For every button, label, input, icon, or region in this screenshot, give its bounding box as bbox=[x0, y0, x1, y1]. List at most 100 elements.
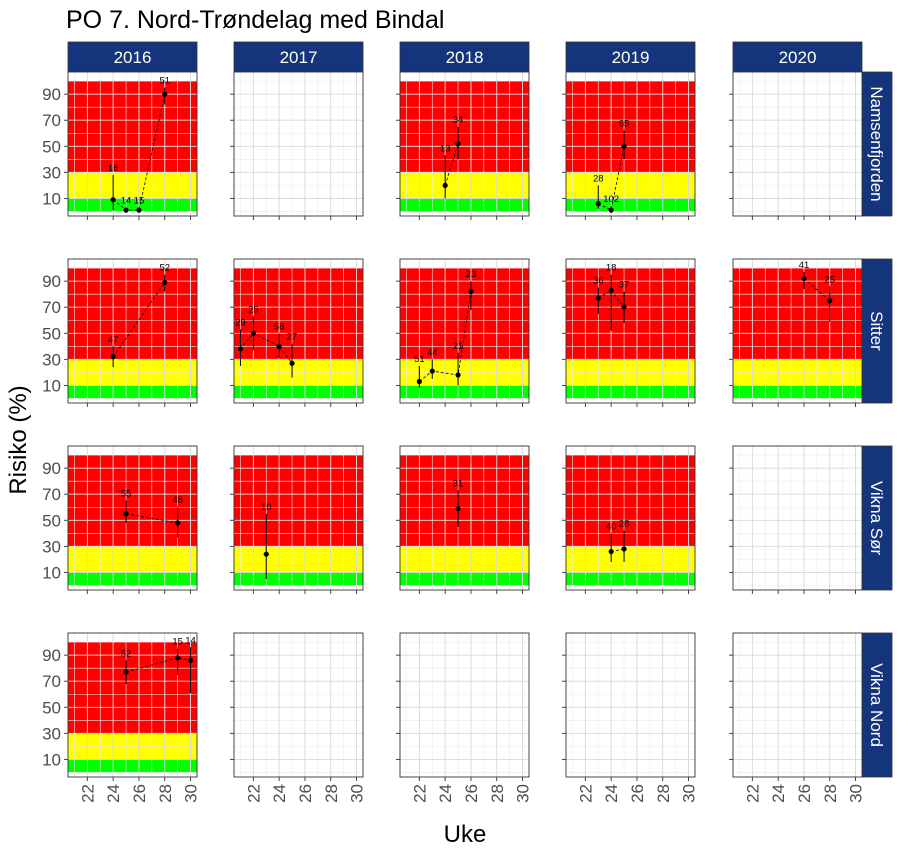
panel-border bbox=[565, 632, 696, 778]
data-point bbox=[416, 378, 422, 385]
facet-panel: 13 34 bbox=[396, 71, 530, 220]
location-strip-label: Namsenfjorden bbox=[867, 86, 886, 201]
x-tick-label: 30 bbox=[348, 784, 367, 803]
panel-border bbox=[565, 71, 696, 217]
y-tick-label: 50 bbox=[42, 137, 61, 156]
point-label: 21 bbox=[453, 341, 464, 352]
series-line bbox=[240, 332, 293, 364]
facet-panels: 2016 2017 2018 2019 2020 Namsenfjorden Sitter V… bbox=[42, 41, 893, 803]
series-line bbox=[598, 146, 625, 211]
data-point bbox=[455, 141, 461, 147]
point-label: 48 bbox=[172, 495, 183, 506]
x-tick-label: 24 bbox=[436, 784, 455, 803]
panel-border bbox=[732, 71, 863, 217]
x-tick-label: 24 bbox=[270, 784, 289, 803]
data-point bbox=[608, 207, 614, 213]
data-point bbox=[442, 182, 448, 188]
point-label: 15 bbox=[134, 196, 145, 207]
point-label: 51 bbox=[414, 354, 425, 365]
data-point bbox=[110, 354, 116, 360]
data-point bbox=[123, 207, 129, 213]
facet-panel: 31 bbox=[396, 445, 530, 594]
panel-border bbox=[732, 258, 863, 404]
point-label: 29 bbox=[235, 317, 246, 328]
y-tick-label: 30 bbox=[42, 163, 61, 182]
y-tick-label: 50 bbox=[42, 511, 61, 530]
risk-band bbox=[566, 268, 695, 360]
point-label: 58 bbox=[274, 321, 285, 332]
series-line bbox=[803, 278, 831, 302]
facet-panel bbox=[230, 71, 364, 220]
panel-border bbox=[732, 632, 863, 778]
point-label: 25 bbox=[248, 304, 259, 315]
panel-border bbox=[565, 445, 696, 591]
risk-band bbox=[733, 268, 862, 360]
y-tick-label: 90 bbox=[42, 85, 61, 104]
x-tick-label: 26 bbox=[130, 784, 149, 803]
facet-panel: 40 28 bbox=[562, 445, 696, 594]
facet-panel: 22 24 26 28 30 bbox=[396, 632, 533, 803]
panel-border bbox=[67, 71, 198, 217]
x-tick-label: 28 bbox=[654, 784, 673, 803]
facet-panel: 16 14 15 51 10 30 50 70 90 bbox=[42, 71, 198, 220]
y-tick-label: 30 bbox=[42, 350, 61, 369]
point-label: 18 bbox=[606, 263, 617, 274]
facet-panel bbox=[729, 445, 863, 594]
data-point bbox=[187, 657, 194, 663]
panel-border bbox=[233, 71, 364, 217]
panel-background bbox=[733, 446, 862, 590]
risk-band bbox=[400, 455, 529, 547]
x-tick-label: 30 bbox=[182, 784, 201, 803]
panel-border bbox=[233, 258, 364, 404]
x-tick-label: 30 bbox=[680, 784, 699, 803]
year-strip-label: 2020 bbox=[779, 48, 817, 67]
facet-panel: 52 15 14 10 30 50 70 90 22 24 26 28 30 bbox=[42, 632, 201, 803]
data-point bbox=[595, 295, 601, 301]
facet-panel: 41 25 bbox=[729, 258, 863, 407]
x-tick-label: 28 bbox=[821, 784, 840, 803]
panel-background bbox=[400, 633, 529, 777]
data-point bbox=[608, 287, 614, 293]
risk-band bbox=[68, 81, 197, 173]
data-point bbox=[468, 288, 474, 295]
point-label: 102 bbox=[603, 194, 619, 205]
point-label: 40 bbox=[606, 521, 617, 532]
y-tick-label: 70 bbox=[42, 485, 61, 504]
x-tick-label: 30 bbox=[514, 784, 533, 803]
x-tick-label: 26 bbox=[795, 784, 814, 803]
x-tick-label: 28 bbox=[156, 784, 175, 803]
data-point bbox=[162, 91, 168, 97]
data-point bbox=[429, 368, 435, 374]
y-tick-label: 70 bbox=[42, 298, 61, 317]
x-tick-label: 28 bbox=[322, 784, 341, 803]
y-tick-label: 90 bbox=[42, 646, 61, 665]
year-strip-label: 2019 bbox=[612, 48, 650, 67]
point-label: 15 bbox=[172, 637, 183, 648]
location-strip-label: Vikna Nord bbox=[867, 663, 886, 747]
year-strip bbox=[399, 41, 530, 73]
x-tick-label: 24 bbox=[769, 784, 788, 803]
data-point bbox=[123, 669, 129, 675]
risk-band bbox=[400, 268, 529, 360]
point-label: 13 bbox=[440, 143, 451, 154]
risk-band bbox=[68, 268, 197, 360]
data-point bbox=[175, 520, 181, 526]
risk-band bbox=[234, 455, 363, 547]
data-point bbox=[608, 548, 614, 555]
facet-panel: 22 24 26 28 30 bbox=[729, 632, 866, 803]
x-axis-title: Uke bbox=[444, 821, 487, 848]
facet-panel: 55 48 10 30 50 70 90 bbox=[42, 445, 198, 594]
year-strip bbox=[67, 41, 198, 73]
facet-panel: 10 bbox=[230, 445, 364, 594]
risk-band bbox=[68, 455, 197, 547]
panel-background bbox=[733, 72, 862, 216]
point-label: 34 bbox=[453, 115, 464, 126]
data-point bbox=[621, 546, 627, 552]
point-label: 51 bbox=[159, 76, 170, 87]
y-tick-label: 90 bbox=[42, 459, 61, 478]
data-point bbox=[123, 511, 129, 517]
y-tick-label: 50 bbox=[42, 324, 61, 343]
data-point bbox=[595, 201, 601, 207]
